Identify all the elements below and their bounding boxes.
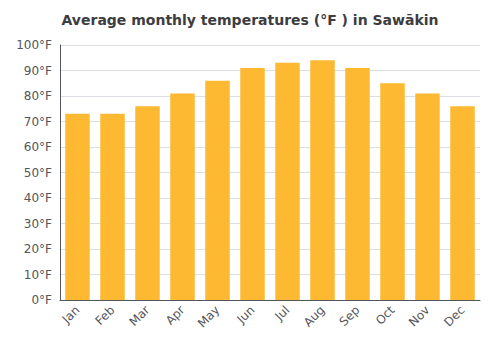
svg-text:Feb: Feb — [93, 303, 118, 328]
svg-text:Mar: Mar — [127, 303, 153, 329]
svg-text:Oct: Oct — [373, 303, 398, 328]
svg-text:Apr: Apr — [163, 303, 188, 328]
svg-text:70°F: 70°F — [24, 115, 52, 129]
svg-text:10°F: 10°F — [24, 268, 52, 282]
svg-text:May: May — [195, 303, 222, 330]
svg-text:60°F: 60°F — [24, 140, 52, 154]
svg-text:Jun: Jun — [234, 303, 258, 327]
svg-text:Jan: Jan — [59, 303, 83, 327]
svg-text:Sep: Sep — [337, 303, 363, 329]
svg-text:20°F: 20°F — [24, 242, 52, 256]
svg-text:Nov: Nov — [406, 303, 432, 329]
svg-text:100°F: 100°F — [16, 38, 52, 52]
svg-text:90°F: 90°F — [24, 64, 52, 78]
svg-text:30°F: 30°F — [24, 217, 52, 231]
svg-text:Aug: Aug — [301, 303, 327, 329]
svg-text:0°F: 0°F — [31, 293, 52, 307]
svg-text:Average monthly temperatures (: Average monthly temperatures (°F ) in Sa… — [62, 12, 439, 28]
svg-text:50°F: 50°F — [24, 166, 52, 180]
svg-text:80°F: 80°F — [24, 89, 52, 103]
svg-text:40°F: 40°F — [24, 191, 52, 205]
svg-text:Jul: Jul — [272, 303, 293, 324]
svg-text:Dec: Dec — [441, 303, 467, 329]
